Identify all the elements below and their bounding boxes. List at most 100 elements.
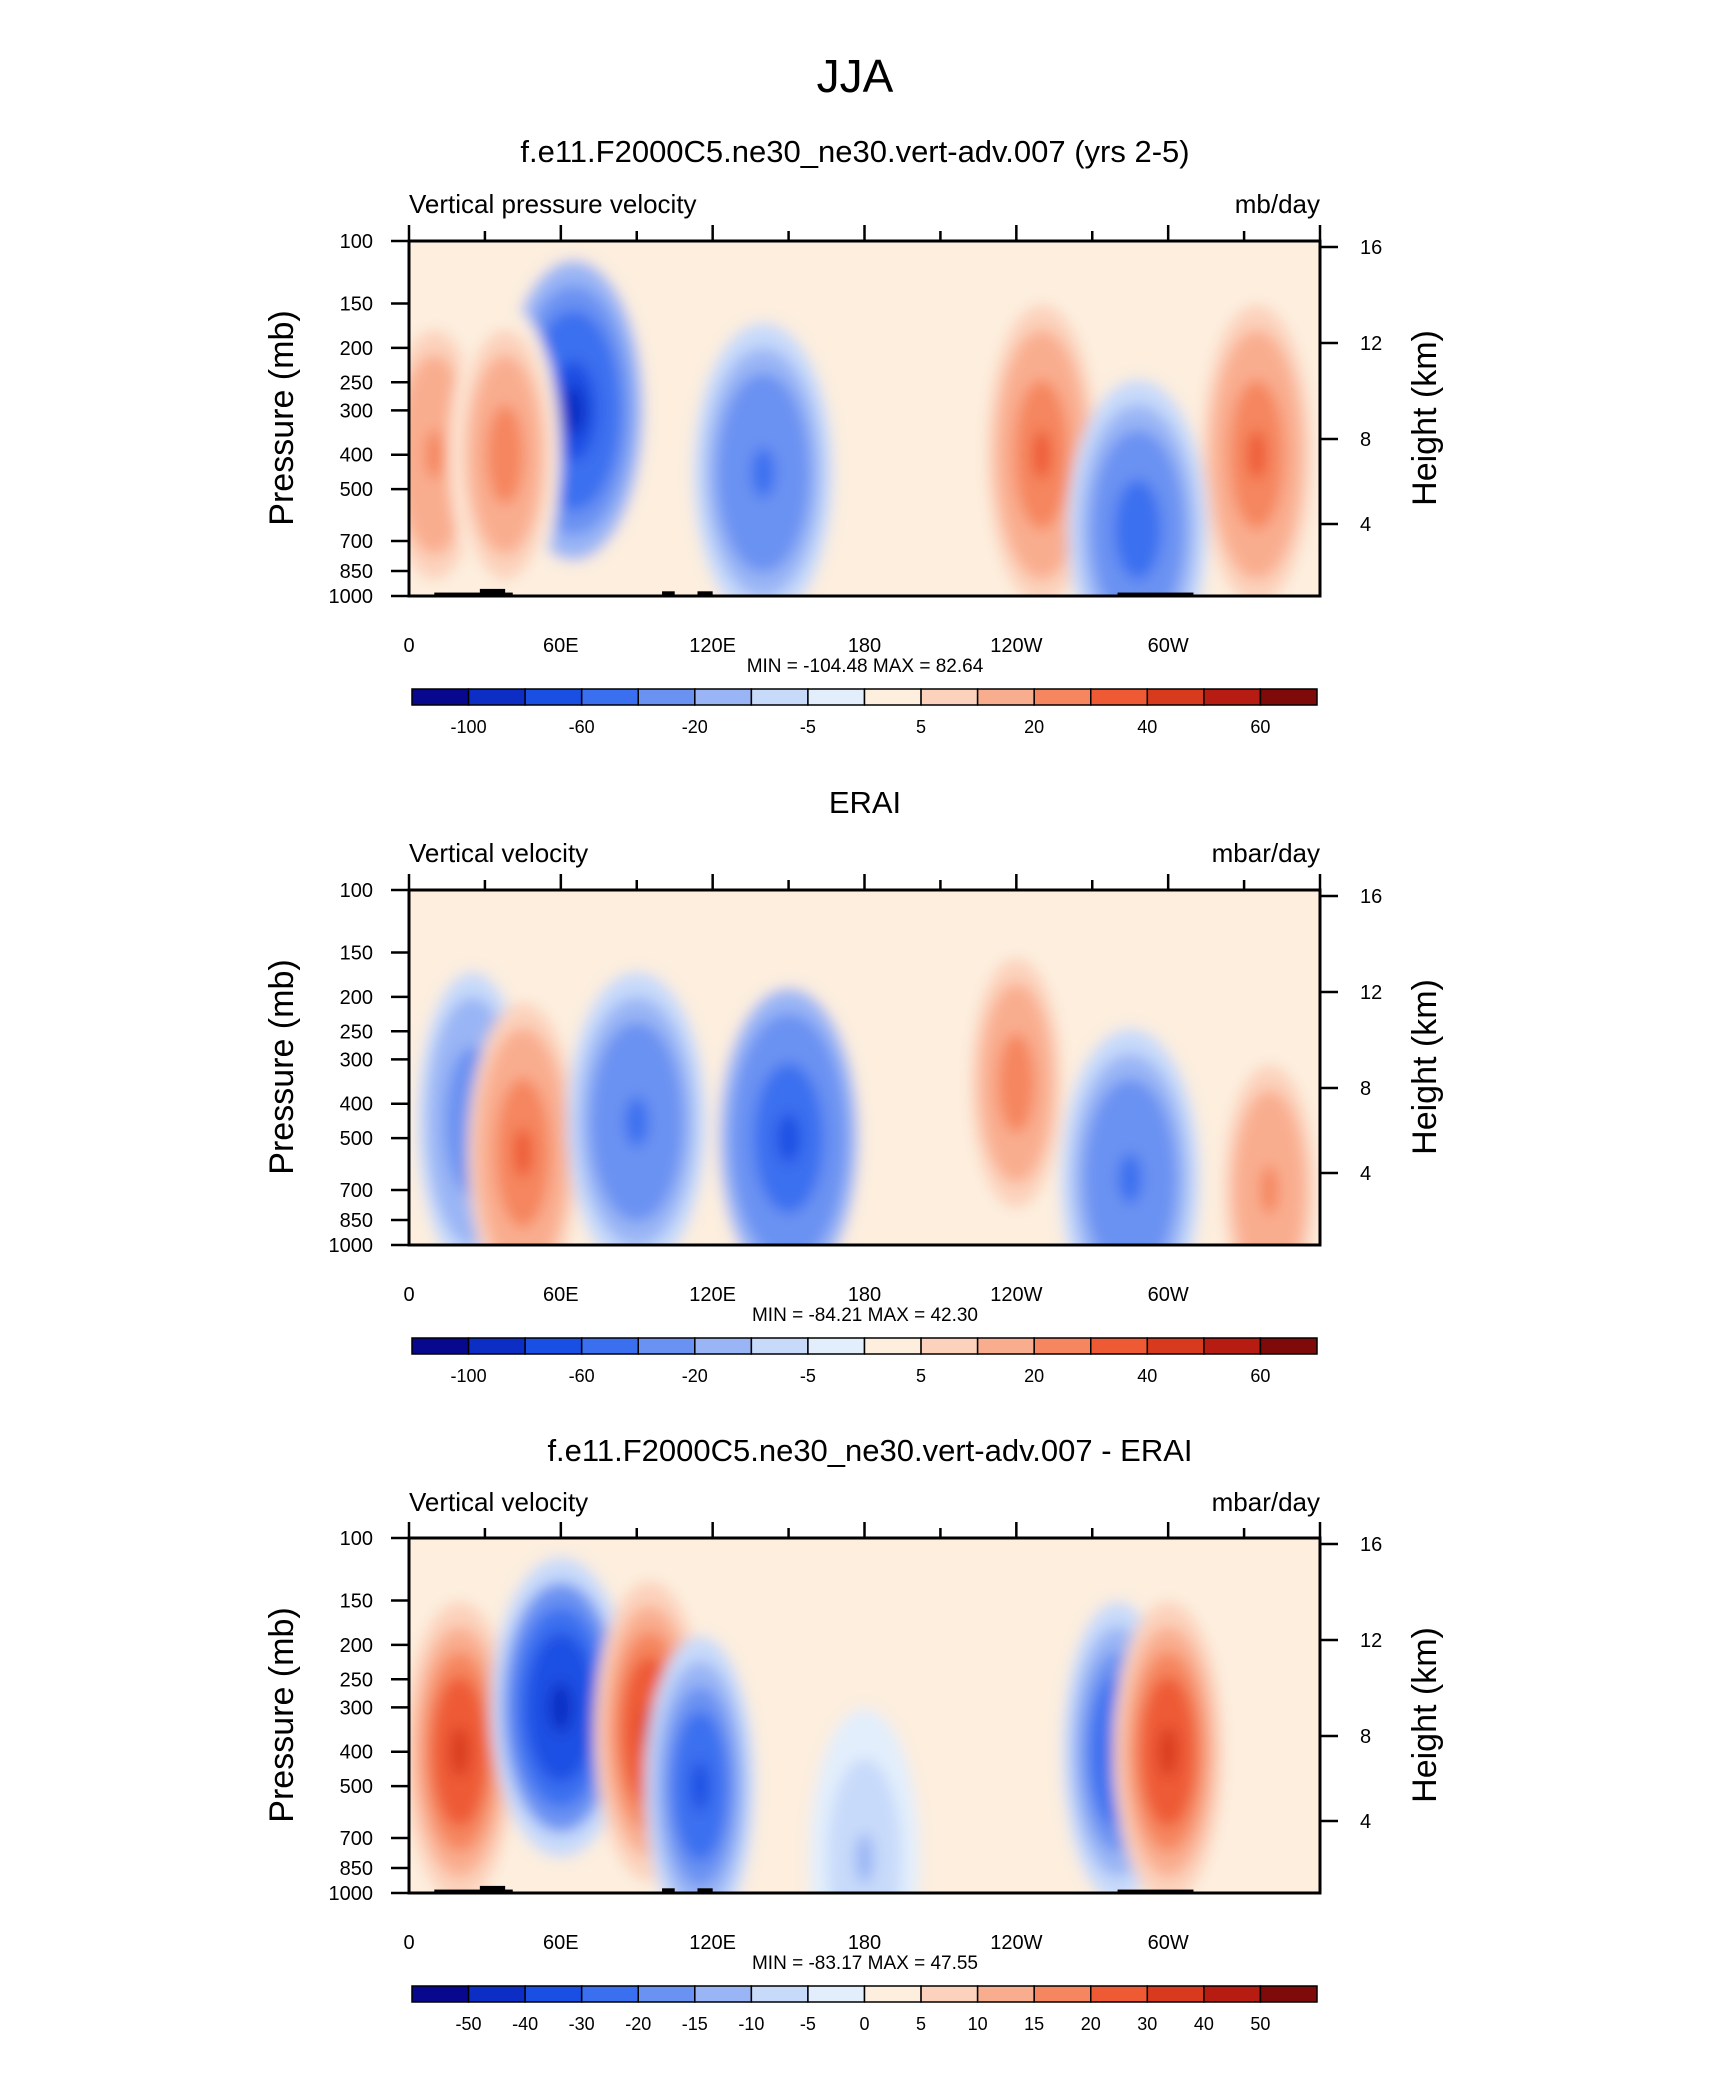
colorbar-swatch <box>1033 1985 1092 2003</box>
contour-feature-2 <box>625 1096 649 1147</box>
pressure-tick-label: 1000 <box>329 586 374 608</box>
colorbar-swatch <box>750 688 809 706</box>
panel-2-min-max: MIN = -84.21 MAX = 42.30 <box>752 1305 978 1326</box>
topography-block <box>662 591 675 596</box>
colorbar-label: -10 <box>738 2014 764 2034</box>
panel-1-colorbar <box>411 688 1318 706</box>
pressure-tick-label: 500 <box>340 479 373 501</box>
colorbar-label: -30 <box>569 2014 595 2034</box>
colorbar-label: -60 <box>569 1366 595 1386</box>
colorbar-swatch <box>694 688 753 706</box>
panel-1-ylabel-pressure: Pressure (mb) <box>263 310 301 525</box>
contour-feature-1 <box>751 447 775 498</box>
colorbar-label: -60 <box>569 717 595 737</box>
colorbar-label: 20 <box>1024 717 1044 737</box>
colorbar-swatch <box>976 1337 1035 1355</box>
topography-block <box>697 591 713 596</box>
panel-2-variable-label: Vertical velocity <box>409 838 588 868</box>
panel-3-colorbar-labels: -50 -40 -30 -20 -15 -10 -5 0 5 10 15 20 30 40 5… <box>456 2014 1271 2034</box>
panel-1-contour-field <box>409 241 1320 596</box>
pressure-tick-label: 400 <box>340 1094 373 1116</box>
colorbar-swatch <box>807 1337 866 1355</box>
panel-3-title: f.e11.F2000C5.ne30_ne30.vert-adv.007 - E… <box>547 1433 1192 1468</box>
colorbar-label: -40 <box>512 2014 538 2034</box>
colorbar-swatch <box>694 1337 753 1355</box>
colorbar-swatch <box>1146 688 1205 706</box>
panel-3-contour-field <box>409 1538 1320 1893</box>
colorbar-swatch <box>750 1337 809 1355</box>
pressure-tick-label: 400 <box>340 445 373 467</box>
panel-3-ylabel-pressure: Pressure (mb) <box>263 1607 301 1822</box>
longitude-tick-label: 60W <box>1148 635 1189 657</box>
panel-3: f.e11.F2000C5.ne30_ne30.vert-adv.007 - E… <box>263 1433 1444 2034</box>
longitude-tick-label: 180 <box>848 1932 881 1954</box>
panel-2-colorbar-labels: -100 -60 -20 -5 5 20 40 60 <box>451 1366 1271 1386</box>
colorbar-swatch <box>976 1985 1035 2003</box>
panel-2-ylabel-pressure: Pressure (mb) <box>263 959 301 1174</box>
colorbar-label: 60 <box>1250 717 1270 737</box>
height-tick-label: 8 <box>1360 429 1371 451</box>
colorbar-swatch <box>1259 1985 1318 2003</box>
colorbar-label: -5 <box>800 2014 816 2034</box>
pressure-tick-label: 1000 <box>329 1235 374 1257</box>
colorbar-label: -20 <box>625 2014 651 2034</box>
contour-feature-1 <box>549 1682 573 1733</box>
colorbar-swatch <box>1090 688 1149 706</box>
colorbar-swatch <box>1259 1337 1318 1355</box>
pressure-tick-label: 700 <box>340 1180 373 1202</box>
longitude-tick-label: 120E <box>689 635 736 657</box>
longitude-tick-label: 120E <box>689 1284 736 1306</box>
colorbar-label: -15 <box>682 2014 708 2034</box>
contour-feature-6 <box>495 429 515 480</box>
height-tick-label: 16 <box>1360 886 1382 908</box>
colorbar-swatch <box>467 688 526 706</box>
colorbar-label: 0 <box>859 2014 869 2034</box>
colorbar-label: 20 <box>1081 2014 1101 2034</box>
pressure-tick-label: 300 <box>340 1049 373 1071</box>
longitude-tick-label: 60E <box>543 1932 579 1954</box>
colorbar-label: 15 <box>1024 2014 1044 2034</box>
panel-2-contour-plot <box>409 890 1320 1245</box>
colorbar-swatch <box>920 1337 979 1355</box>
colorbar-swatch <box>524 688 583 706</box>
panel-1-topography <box>434 588 1194 596</box>
pressure-tick-label: 100 <box>340 880 373 902</box>
panel-2-colorbar <box>411 1337 1318 1355</box>
colorbar-swatch <box>637 1985 696 2003</box>
colorbar-label: 40 <box>1137 717 1157 737</box>
colorbar-swatch <box>976 688 1035 706</box>
colorbar-swatch <box>580 1337 639 1355</box>
colorbar-swatch <box>694 1985 753 2003</box>
colorbar-swatch <box>411 1985 470 2003</box>
longitude-tick-label: 60E <box>543 635 579 657</box>
colorbar-swatch <box>863 1985 922 2003</box>
contour-feature-3 <box>690 1761 710 1812</box>
pressure-tick-label: 1000 <box>329 1883 374 1905</box>
pressure-tick-label: 850 <box>340 561 373 583</box>
pressure-tick-label: 150 <box>340 1591 373 1613</box>
panel-1-colorbar-labels: -100 -60 -20 -5 5 20 40 60 <box>451 717 1271 737</box>
panel-1-units-label: mb/day <box>1235 189 1320 219</box>
contour-feature-0 <box>561 385 586 436</box>
pressure-tick-label: 400 <box>340 1742 373 1764</box>
colorbar-swatch <box>411 1337 470 1355</box>
pressure-tick-label: 250 <box>340 1021 373 1043</box>
panel-3-colorbar <box>411 1985 1318 2003</box>
longitude-tick-label: 60W <box>1148 1284 1189 1306</box>
pressure-tick-label: 150 <box>340 294 373 316</box>
colorbar-label: -5 <box>800 1366 816 1386</box>
colorbar-swatch <box>807 1985 866 2003</box>
colorbar-swatch <box>1203 1985 1262 2003</box>
pressure-tick-label: 700 <box>340 1828 373 1850</box>
colorbar-label: -20 <box>682 717 708 737</box>
panel-2-ylabel-height: Height (km) <box>1406 979 1444 1155</box>
contour-feature-4 <box>1126 504 1150 555</box>
colorbar-label: 30 <box>1137 2014 1157 2034</box>
colorbar-swatch <box>1146 1985 1205 2003</box>
longitude-tick-label: 180 <box>848 1284 881 1306</box>
topography-block <box>1117 1889 1194 1893</box>
height-tick-label: 4 <box>1360 1811 1371 1833</box>
height-tick-label: 8 <box>1360 1726 1371 1748</box>
pressure-tick-label: 200 <box>340 987 373 1009</box>
colorbar-label: 10 <box>968 2014 988 2034</box>
